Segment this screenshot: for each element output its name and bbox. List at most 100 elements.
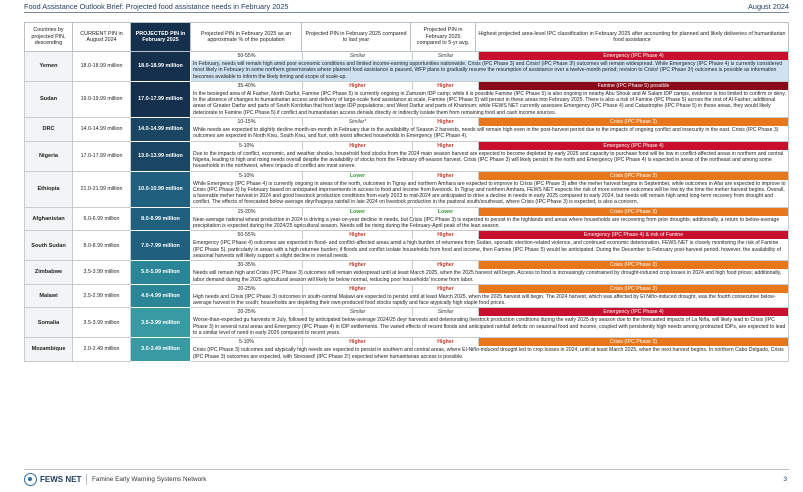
ipc-classification: Crisis (IPC Phase 3) bbox=[479, 284, 788, 293]
vs-last-year: Higher bbox=[303, 261, 413, 270]
vs-five-year-average: Higher bbox=[413, 284, 479, 293]
ipc-classification: Crisis (IPC Phase 3) bbox=[479, 261, 788, 270]
vs-last-year: Higher bbox=[303, 338, 413, 347]
metrics-strip: 30-35% Higher Higher Crisis (IPC Phase 3) bbox=[191, 261, 788, 270]
table-row: Ethiopia 21.0-21.99 million 10.0-10.99 mil… bbox=[24, 170, 789, 208]
vs-five-year-average: Higher bbox=[413, 118, 479, 127]
vs-last-year: Similar* bbox=[303, 118, 413, 127]
vs-five-year-average: Higher bbox=[413, 261, 479, 270]
row-details: 10-15% Similar* Higher Crisis (IPC Phase 3)… bbox=[190, 117, 789, 142]
table-row: Yemen 18.0-18.99 million 18.0-18.99 millio… bbox=[24, 51, 789, 82]
projected-pin: 13.0-13.99 million bbox=[130, 140, 191, 172]
row-details: 35-40% Higher Higher Famine (IPC Phase 5) p… bbox=[190, 80, 789, 119]
pct-population: 30-35% bbox=[191, 261, 303, 270]
vs-five-year-average: Higher bbox=[413, 338, 479, 347]
row-details: 15-20% Lower Lower Crisis (IPC Phase 3) Near… bbox=[190, 206, 789, 232]
metrics-strip: 15-20% Lower Lower Crisis (IPC Phase 3) bbox=[191, 207, 788, 216]
row-details: 30-35% Higher Higher Crisis (IPC Phase 3) Ne… bbox=[190, 260, 789, 285]
row-details: 5-10% Higher Higher Crisis (IPC Phase 3) Cri… bbox=[190, 337, 789, 362]
current-pin: 18.0-18.99 million bbox=[72, 51, 131, 82]
row-details: 20-25% Similar Similar Emergency (IPC Phase… bbox=[190, 307, 789, 339]
vs-five-year-average: Lower bbox=[413, 207, 479, 216]
current-pin: 3.5-3.99 million bbox=[72, 307, 131, 339]
narrative-text: Near-average national wheat production i… bbox=[193, 216, 780, 230]
globe-icon bbox=[24, 473, 37, 486]
col-header-ipc-classification: Highest projected area-level IPC classif… bbox=[475, 22, 789, 52]
metrics-strip: 5-10% Higher Higher Emergency (IPC Phase 4) bbox=[191, 141, 788, 150]
vs-five-year-average: Higher bbox=[413, 231, 479, 240]
projected-pin: 8.0-8.99 million bbox=[130, 206, 191, 232]
pct-population: 20-25% bbox=[191, 284, 303, 293]
organization-name: Famine Early Warning Systems Network bbox=[92, 476, 207, 483]
vs-five-year-average: Higher bbox=[413, 81, 479, 90]
ipc-classification: Famine (IPC Phase 5) possible bbox=[479, 81, 788, 90]
table-header-row: Countries by projected PIN, descending C… bbox=[24, 22, 789, 52]
vs-last-year: Higher bbox=[303, 141, 413, 150]
projected-pin: 3.0-3.49 million bbox=[130, 337, 191, 362]
row-details: 50-55% Higher Higher Emergency (IPC Phase 4… bbox=[190, 230, 789, 262]
metrics-strip: 5-10% Lower Higher Crisis (IPC Phase 3) bbox=[191, 171, 788, 180]
col-header-pct-population: Projected PIN in February 2025 as an app… bbox=[190, 22, 302, 52]
current-pin: 6.0-6.99 million bbox=[72, 206, 131, 232]
table-row: Nigeria 17.0-17.99 million 13.0-13.99 mill… bbox=[24, 140, 789, 172]
country-name: Yemen bbox=[24, 51, 73, 82]
ipc-classification: Emergency (IPC Phase 4) bbox=[479, 141, 788, 150]
projected-pin: 5.0-5.99 million bbox=[130, 260, 191, 285]
logo-text: FEWS NET bbox=[40, 475, 82, 484]
pct-population: 50-55% bbox=[191, 52, 303, 60]
country-name: Ethiopia bbox=[24, 170, 73, 208]
vs-last-year: Similar bbox=[303, 308, 413, 317]
pct-population: 5-10% bbox=[191, 171, 303, 180]
current-pin: 17.0-17.99 million bbox=[72, 140, 131, 172]
projected-pin: 17.0-17.99 million bbox=[130, 80, 191, 119]
table-row: Mozambique 2.0-2.49 million 3.0-3.49 milli… bbox=[24, 337, 789, 362]
ipc-classification: Crisis (IPC Phase 3) bbox=[479, 171, 788, 180]
table-row: Malawi 2.5-2.99 million 4.0-4.99 million 20… bbox=[24, 283, 789, 309]
current-pin: 14.0-14.99 million bbox=[72, 117, 131, 142]
narrative-text: Needs will remain high and Crisis (IPC P… bbox=[193, 270, 782, 283]
table-row: South Sudan 8.0-8.99 million 7.0-7.99 mill… bbox=[24, 230, 789, 262]
vs-last-year: Higher bbox=[303, 231, 413, 240]
vs-last-year: Higher bbox=[303, 81, 413, 90]
country-name: Nigeria bbox=[24, 140, 73, 172]
pct-population: 20-25% bbox=[191, 308, 303, 317]
ipc-classification: Crisis (IPC Phase 3) bbox=[479, 207, 788, 216]
country-name: Mozambique bbox=[24, 337, 73, 362]
metrics-strip: 35-40% Higher Higher Famine (IPC Phase 5) p… bbox=[191, 81, 788, 90]
col-header-vs-5yr: Projected PIN in February 2025 compared … bbox=[410, 22, 476, 52]
vs-five-year-average: Higher bbox=[413, 141, 479, 150]
ipc-classification: Emergency (IPC Phase 4) & risk of Famine bbox=[479, 231, 788, 240]
narrative-text: In February, needs will remain high amid… bbox=[191, 60, 788, 81]
header-divider bbox=[24, 12, 789, 13]
metrics-strip: 50-55% Similar Similar Emergency (IPC Phase… bbox=[191, 52, 788, 60]
metrics-strip: 20-25% Similar Similar Emergency (IPC Phase… bbox=[191, 308, 788, 317]
ipc-classification: Emergency (IPC Phase 4) bbox=[479, 52, 788, 60]
country-name: Afghanistan bbox=[24, 206, 73, 232]
narrative-text: Worse-than-expected gu harvests in July,… bbox=[193, 317, 786, 337]
narrative-text: In the besieged area of Al Fasher, North… bbox=[193, 90, 786, 116]
row-details: 5-10% Higher Higher Emergency (IPC Phase 4)… bbox=[190, 140, 789, 172]
ipc-classification: Emergency (IPC Phase 4) bbox=[479, 308, 788, 317]
current-pin: 2.0-2.49 million bbox=[72, 337, 131, 362]
assistance-needs-table: Countries by projected PIN, descending C… bbox=[24, 22, 789, 362]
footer-separator bbox=[86, 474, 87, 485]
country-name: DRC bbox=[24, 117, 73, 142]
pct-population: 35-40% bbox=[191, 81, 303, 90]
country-name: Somalia bbox=[24, 307, 73, 339]
current-pin: 3.5-3.99 million bbox=[72, 260, 131, 285]
pct-population: 15-20% bbox=[191, 207, 303, 216]
current-pin: 19.0-19.99 million bbox=[72, 80, 131, 119]
col-header-country: Countries by projected PIN, descending bbox=[24, 22, 73, 52]
current-pin: 8.0-8.99 million bbox=[72, 230, 131, 262]
country-name: Zimbabwe bbox=[24, 260, 73, 285]
pct-population: 10-15% bbox=[191, 118, 303, 127]
vs-last-year: Similar bbox=[303, 52, 413, 60]
pct-population: 50-55% bbox=[191, 231, 303, 240]
vs-five-year-average: Similar bbox=[413, 308, 479, 317]
ipc-classification: Crisis (IPC Phase 3) bbox=[479, 118, 788, 127]
projected-pin: 14.0-14.99 million bbox=[130, 117, 191, 142]
table-row: Sudan 19.0-19.99 million 17.0-17.99 millio… bbox=[24, 80, 789, 119]
projected-pin: 4.0-4.99 million bbox=[130, 283, 191, 309]
narrative-text: Due to the impacts of conflict, economic… bbox=[193, 150, 784, 170]
ipc-classification: Crisis (IPC Phase 3) bbox=[479, 338, 788, 347]
